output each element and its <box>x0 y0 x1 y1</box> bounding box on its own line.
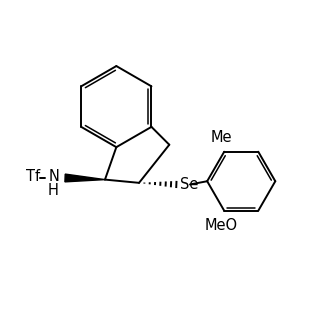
Text: Se: Se <box>180 177 199 192</box>
Polygon shape <box>65 174 105 182</box>
Text: Me: Me <box>211 130 232 145</box>
Text: MeO: MeO <box>204 218 238 233</box>
Text: H: H <box>48 183 58 198</box>
Text: Tf: Tf <box>26 169 40 184</box>
Text: N: N <box>49 169 60 184</box>
